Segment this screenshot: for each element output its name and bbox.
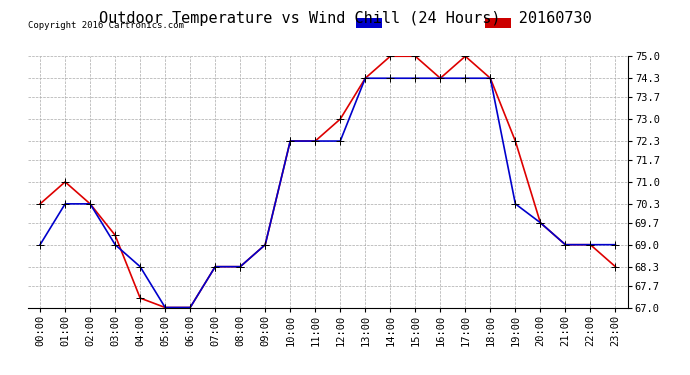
Text: Outdoor Temperature vs Wind Chill (24 Hours)  20160730: Outdoor Temperature vs Wind Chill (24 Ho… (99, 11, 591, 26)
Text: Copyright 2016 Cartronics.com: Copyright 2016 Cartronics.com (28, 21, 184, 30)
Legend: Wind Chill  (°F), Temperature  (°F): Wind Chill (°F), Temperature (°F) (354, 16, 622, 31)
